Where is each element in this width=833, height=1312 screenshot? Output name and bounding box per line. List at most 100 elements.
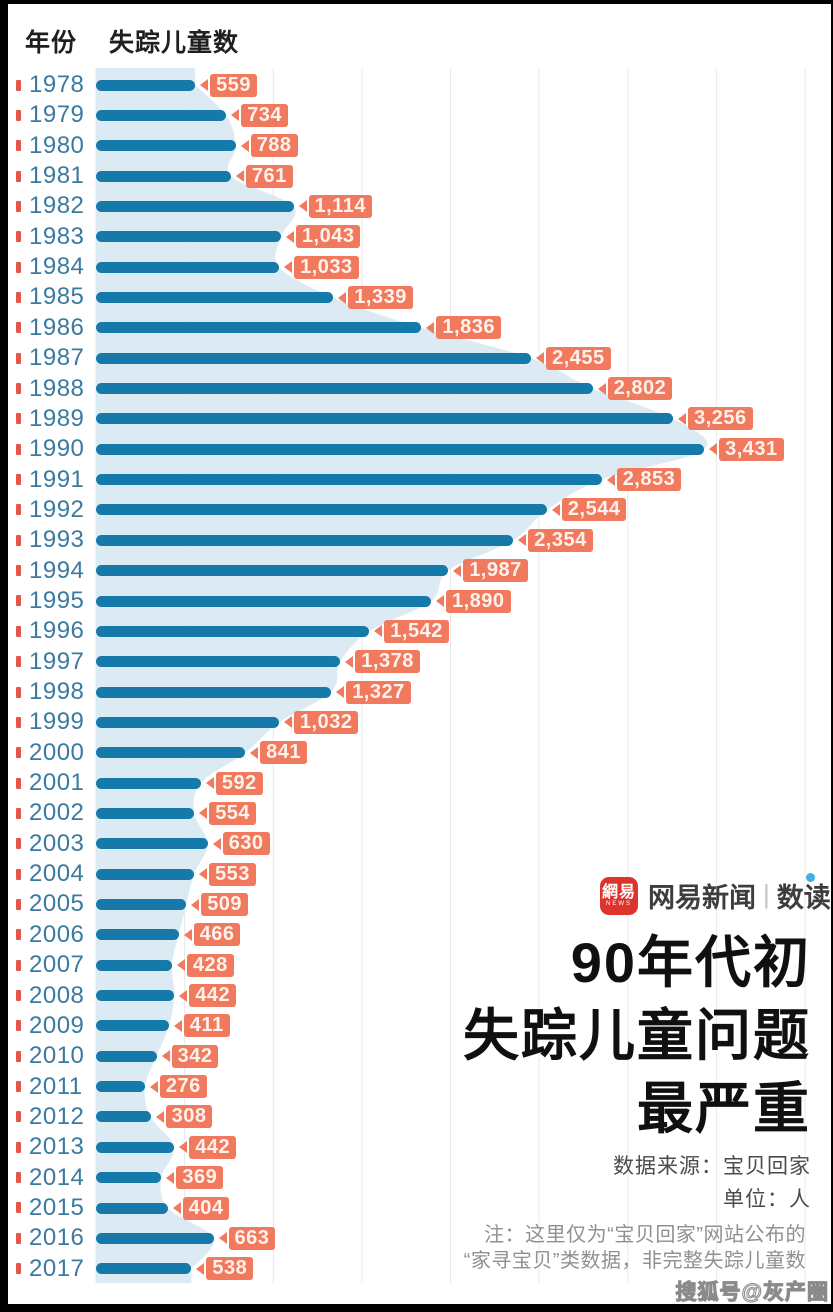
label-arrow-icon [172, 1202, 181, 1214]
bar [96, 79, 196, 91]
bar [96, 322, 422, 334]
value-label: 369 [166, 1166, 224, 1190]
value-text: 442 [189, 984, 237, 1007]
value-label: 342 [161, 1044, 219, 1068]
value-label: 3,256 [678, 407, 753, 431]
year-row-label: 2007 [16, 951, 84, 978]
label-arrow-icon [205, 777, 214, 790]
value-text: 276 [159, 1075, 207, 1099]
value-text: 1,378 [355, 650, 420, 674]
year-tick-icon [16, 170, 21, 182]
value-label: 1,327 [336, 680, 411, 704]
year-tick-icon [16, 1020, 21, 1032]
year-tick-icon [16, 1081, 21, 1093]
unit-line: 单位：人 [723, 1188, 811, 1211]
year-tick-icon [16, 595, 21, 607]
year-tick-icon [16, 504, 21, 516]
year-row-label: 2005 [16, 890, 84, 917]
value-label: 554 [199, 801, 257, 825]
year-row-label: 1993 [16, 526, 84, 553]
bar [96, 868, 194, 880]
value-text: 592 [215, 771, 263, 795]
label-arrow-icon [338, 291, 347, 304]
year-text: 1991 [29, 465, 85, 493]
label-arrow-icon [149, 1080, 158, 1093]
value-label: 734 [231, 103, 288, 127]
value-label: 2,354 [518, 528, 593, 552]
year-text: 2002 [29, 799, 85, 827]
year-tick-icon [16, 716, 21, 728]
label-arrow-icon [336, 686, 345, 698]
year-row-label: 1996 [16, 617, 84, 644]
year-tick-icon [16, 1232, 21, 1244]
label-arrow-icon [250, 746, 259, 759]
year-tick-icon [16, 990, 21, 1001]
year-tick-icon [16, 413, 21, 425]
year-row-label: 1986 [16, 314, 84, 341]
label-arrow-icon [285, 230, 294, 243]
value-label: 761 [235, 164, 293, 188]
column-header-year: 年份 [25, 29, 78, 57]
label-arrow-icon [678, 412, 687, 425]
value-label: 2,544 [551, 498, 627, 522]
year-row-label: 1997 [16, 647, 85, 675]
year-tick-icon [16, 322, 21, 334]
value-text: 841 [260, 741, 307, 765]
value-text: 3,431 [719, 437, 784, 461]
value-label: 592 [205, 771, 263, 795]
year-row-label: 1998 [16, 678, 85, 705]
bar [96, 899, 187, 910]
value-text: 2,455 [546, 346, 611, 370]
year-text: 2017 [29, 1254, 85, 1282]
year-tick-icon [16, 686, 21, 698]
label-arrow-icon [173, 1019, 182, 1032]
bar [96, 959, 172, 971]
poster-title: 90年代初 失踪儿童问题 最严重 [463, 926, 811, 1145]
brand-main: 网易新闻 [648, 883, 756, 913]
year-tick-icon [16, 1050, 21, 1062]
label-arrow-icon [179, 1141, 188, 1154]
value-label: 2,455 [536, 346, 611, 370]
label-arrow-icon [191, 898, 200, 911]
year-row-label: 2002 [16, 799, 85, 827]
value-label: 1,542 [374, 619, 449, 643]
bar [96, 807, 195, 819]
year-text: 2014 [29, 1163, 85, 1191]
year-tick-icon [16, 383, 21, 394]
year-tick-icon [16, 291, 21, 303]
year-text: 1997 [29, 647, 85, 675]
bar [96, 716, 279, 728]
label-arrow-icon [218, 1232, 227, 1245]
value-text: 428 [186, 953, 234, 977]
year-text: 1980 [29, 131, 85, 159]
value-label: 276 [149, 1075, 207, 1099]
year-tick-icon [16, 1141, 21, 1153]
value-label: 442 [179, 1135, 237, 1159]
label-arrow-icon [176, 959, 185, 972]
value-label: 3,431 [709, 437, 784, 461]
label-arrow-icon [426, 321, 435, 334]
year-tick-icon [16, 1172, 21, 1184]
bar [96, 292, 334, 303]
bar [96, 261, 280, 273]
title-line-1: 90年代初 [570, 931, 811, 994]
value-label: 559 [200, 73, 257, 97]
year-tick-icon [16, 807, 21, 819]
value-label: 1,987 [453, 559, 528, 583]
brand-suffix: 数读 [777, 873, 831, 915]
value-label: 466 [183, 923, 241, 947]
label-arrow-icon [199, 807, 208, 820]
value-label: 1,339 [338, 286, 413, 309]
year-text: 2006 [29, 920, 85, 948]
year-row-label: 2015 [16, 1194, 84, 1221]
year-row-label: 2003 [16, 830, 84, 857]
value-label: 1,032 [283, 710, 359, 734]
year-row-label: 1995 [16, 587, 84, 614]
label-arrow-icon [240, 139, 249, 152]
watermark: 搜狐号@灰产圈 [675, 1281, 829, 1305]
year-text: 1998 [29, 678, 85, 705]
bar [96, 1111, 151, 1123]
title-line-2: 失踪儿童问题 [463, 1004, 811, 1067]
value-text: 788 [250, 134, 298, 158]
year-tick-icon [16, 200, 21, 212]
